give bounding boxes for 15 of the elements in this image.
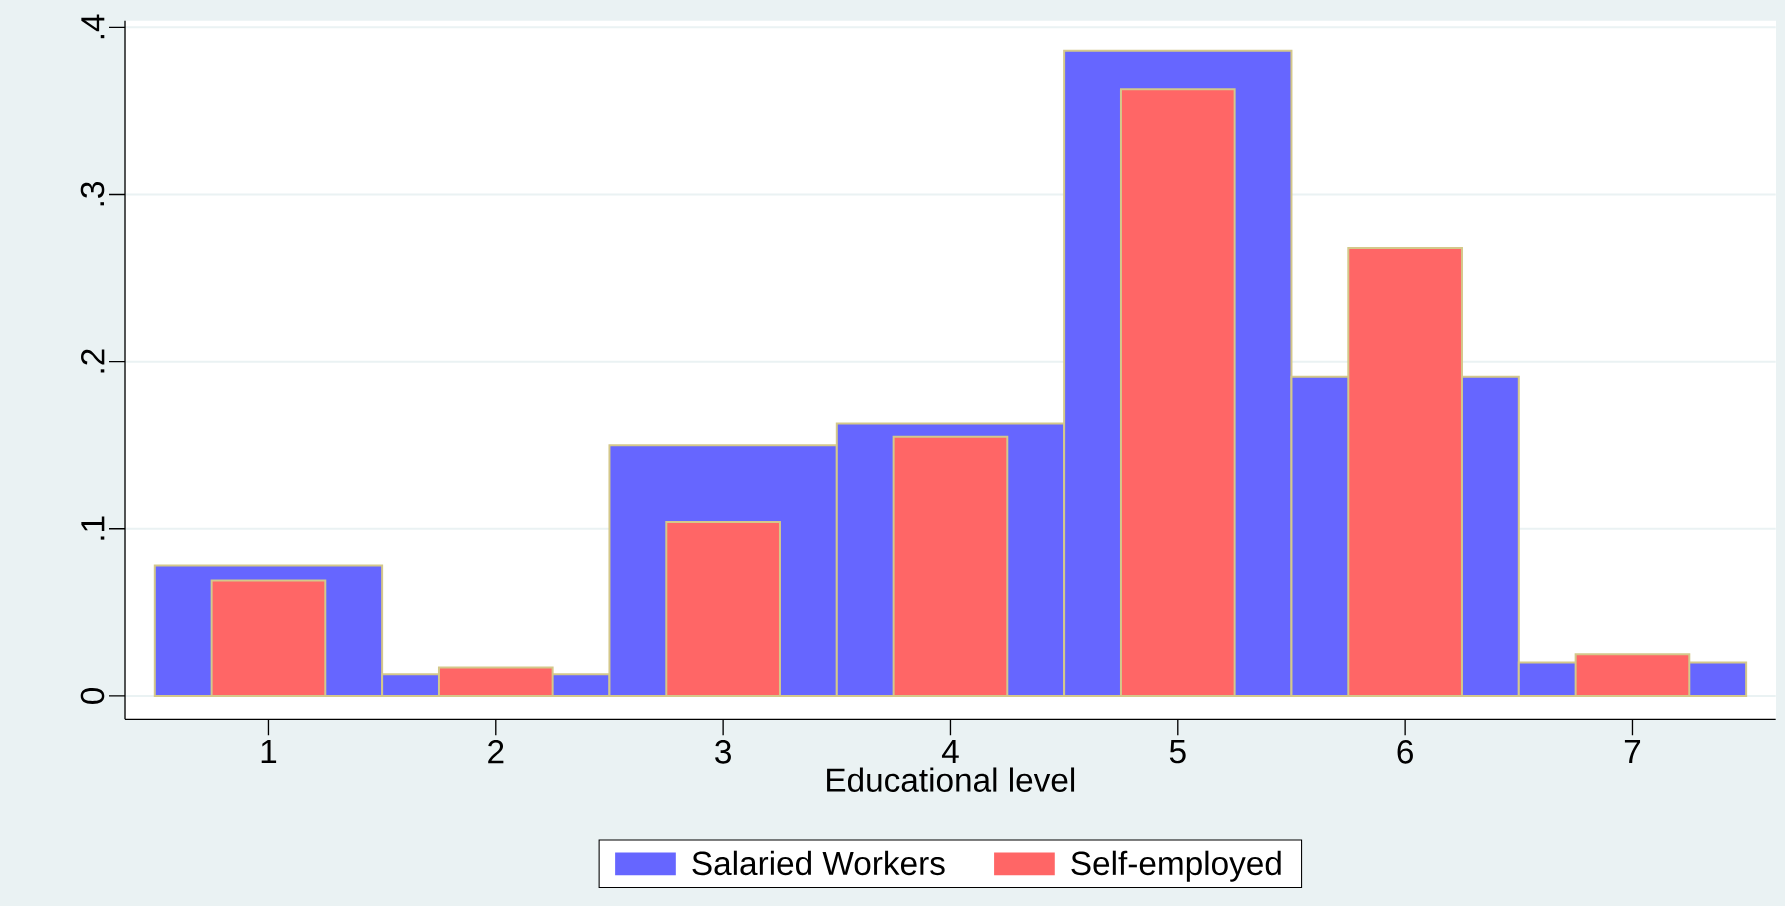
x-tick-label: 4 [941, 740, 959, 763]
x-tick-label: 2 [488, 740, 504, 764]
x-tick-label: 3 [715, 740, 731, 764]
y-tick-label: 0 [80, 687, 105, 704]
legend-label: Salaried Workers [692, 850, 945, 876]
x-tick-label: 7 [1624, 740, 1641, 763]
y-tick-label: .3 [80, 182, 105, 206]
y-tick-label: .1 [81, 516, 105, 540]
x-tick-label: 1 [261, 740, 277, 763]
legend-label: Self-employed [1071, 850, 1281, 882]
x-tick-label: 5 [1169, 740, 1186, 764]
x-axis-title: Educational level [827, 767, 1075, 792]
y-tick-label: .2 [81, 349, 105, 373]
y-tick-label: .4 [81, 14, 105, 39]
x-tick-label: 6 [1397, 740, 1413, 764]
